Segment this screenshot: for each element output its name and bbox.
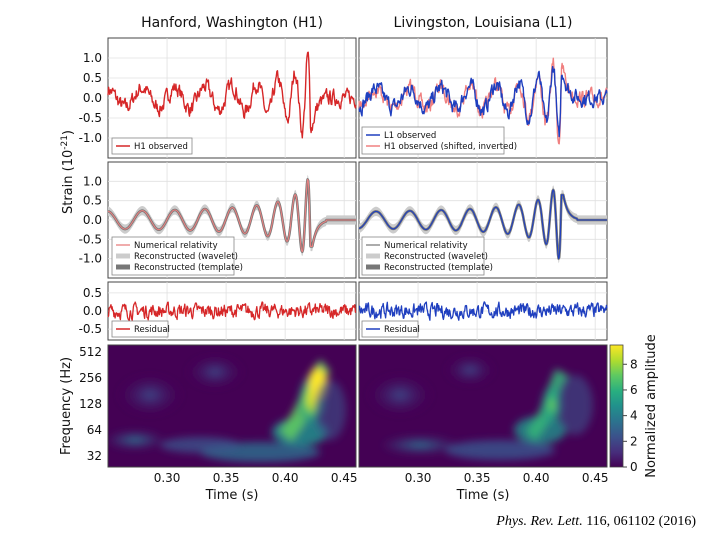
freq-tick-label: 32 — [87, 449, 102, 463]
y-tick-label: 0.5 — [83, 194, 102, 208]
y-tick-label: 0.0 — [83, 213, 102, 227]
legend-label: Reconstructed (wavelet) — [134, 252, 238, 262]
x-tick-label: 0.45 — [331, 471, 358, 485]
x-tick-label: 0.35 — [213, 471, 240, 485]
column-title-l1: Livingston, Louisiana (L1) — [394, 15, 573, 31]
strain-label-exp: -21 — [60, 135, 70, 150]
citation: Phys. Rev. Lett. 116, 061102 (2016) — [496, 514, 696, 530]
y-tick-label: 0.5 — [83, 71, 102, 85]
colorbar-label: Normalized amplitude — [644, 334, 659, 478]
spectrogram-frame — [107, 344, 357, 468]
spectrogram-h1 — [108, 345, 356, 467]
column-title-h1: Hanford, Washington (H1) — [141, 15, 323, 31]
y-tick-label: 0.5 — [83, 286, 102, 300]
colorbar-tick-label: 6 — [630, 383, 638, 397]
strain-label-end: ) — [61, 130, 76, 135]
legend-label: Reconstructed (template) — [134, 263, 243, 273]
legend-label: Numerical relativity — [384, 241, 468, 251]
y-tick-label: -1.0 — [79, 252, 102, 266]
x-tick-label: 0.40 — [523, 471, 550, 485]
colorbar-tick-label: 2 — [630, 434, 638, 448]
colorbar-tick-label: 8 — [630, 357, 638, 371]
colorbar-tick-label: 0 — [630, 460, 638, 474]
time-axis-label-right: Time (s) — [456, 488, 510, 503]
legend-label: Reconstructed (wavelet) — [384, 252, 488, 262]
legend-box — [361, 126, 505, 155]
y-tick-label: 0.0 — [83, 91, 102, 105]
legend: Residual — [111, 320, 170, 338]
trace-l1-observed — [358, 65, 608, 138]
trace-h1-observed — [107, 51, 357, 139]
strain-label-main: Strain (10 — [61, 150, 76, 214]
legend-label: H1 observed (shifted, inverted) — [384, 142, 517, 152]
colorbar — [609, 344, 624, 468]
legend: H1 observed — [111, 137, 193, 155]
legend-box — [111, 320, 169, 338]
frequency-axis-label: Frequency (Hz) — [59, 357, 74, 455]
x-tick-label: 0.30 — [154, 471, 181, 485]
x-tick-label: 0.40 — [272, 471, 299, 485]
colorbar-tick-label: 4 — [630, 409, 638, 423]
legend-box — [111, 236, 235, 276]
freq-tick-label: 256 — [79, 371, 102, 385]
freq-tick-label: 128 — [79, 397, 102, 411]
citation-ref: 116, 061102 (2016) — [586, 514, 696, 529]
legend-box — [111, 137, 193, 155]
y-tick-label: 0.0 — [83, 304, 102, 318]
y-tick-label: -0.5 — [79, 322, 102, 336]
trace-h1-residual — [107, 301, 357, 322]
citation-journal: Phys. Rev. Lett. — [496, 514, 583, 529]
freq-tick-label: 64 — [87, 423, 102, 437]
freq-tick-label: 512 — [79, 345, 102, 359]
legend-label: L1 observed — [384, 131, 436, 141]
legend: Residual — [361, 320, 420, 338]
y-tick-label: -0.5 — [79, 111, 102, 125]
y-tick-label: 1.0 — [83, 174, 102, 188]
y-tick-label: 1.0 — [83, 51, 102, 65]
trace-h1-numerical-relativity — [107, 178, 356, 253]
x-tick-label: 0.45 — [582, 471, 609, 485]
legend-label: H1 observed — [134, 142, 188, 152]
x-tick-label: 0.35 — [464, 471, 491, 485]
legend-label: Reconstructed (template) — [384, 263, 493, 273]
trace-l1-residual — [358, 301, 608, 321]
legend-box — [361, 236, 485, 276]
trace-l1-numerical-relativity — [358, 189, 607, 260]
time-axis-label-left: Time (s) — [205, 488, 259, 503]
legend-box — [361, 320, 419, 338]
x-tick-label: 0.30 — [405, 471, 432, 485]
y-tick-label: -0.5 — [79, 232, 102, 246]
y-tick-label: -1.0 — [79, 131, 102, 145]
legend-label: Residual — [384, 325, 420, 335]
spectrogram-l1 — [359, 345, 607, 467]
legend-label: Numerical relativity — [134, 241, 218, 251]
strain-axis-label: Strain (10-21) — [60, 130, 76, 214]
legend-label: Residual — [134, 325, 170, 335]
spectrogram-frame — [358, 344, 608, 468]
